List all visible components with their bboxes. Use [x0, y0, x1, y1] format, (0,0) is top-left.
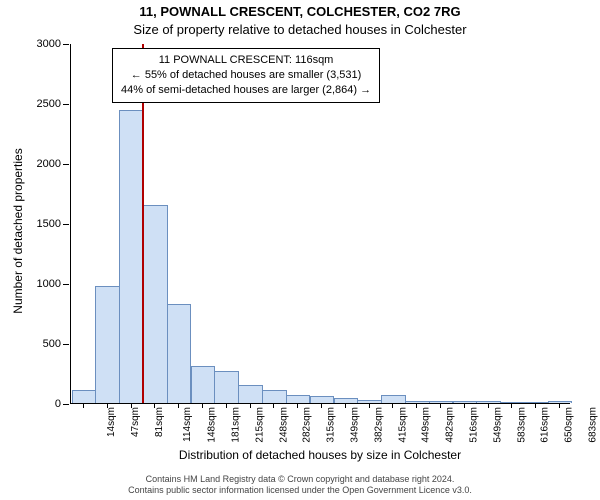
x-tick	[202, 403, 203, 408]
histogram-bar	[453, 401, 478, 403]
x-tick-label: 148sqm	[207, 407, 218, 443]
x-tick-label: 449sqm	[421, 407, 432, 443]
y-tick-label: 1500	[37, 218, 71, 230]
histogram-bar	[334, 398, 359, 403]
x-tick	[440, 403, 441, 408]
chart-plot: 05001000150020002500300014sqm47sqm81sqm1…	[70, 44, 570, 404]
y-axis-label: Number of detached properties	[11, 148, 25, 313]
x-tick	[392, 403, 393, 408]
x-tick	[226, 403, 227, 408]
x-tick	[345, 403, 346, 408]
x-tick	[559, 403, 560, 408]
y-axis-label-container: Number of detached properties	[18, 44, 32, 404]
y-tick-label: 1000	[37, 278, 71, 290]
histogram-bar	[310, 396, 335, 403]
histogram-bar	[143, 205, 168, 403]
x-tick	[107, 403, 108, 408]
x-tick-label: 248sqm	[278, 407, 289, 443]
x-tick	[250, 403, 251, 408]
x-tick	[511, 403, 512, 408]
x-tick	[154, 403, 155, 408]
x-tick-label: 683sqm	[588, 407, 599, 443]
histogram-bar	[262, 390, 287, 403]
histogram-bar	[381, 395, 406, 403]
x-tick	[464, 403, 465, 408]
x-tick	[83, 403, 84, 408]
x-tick	[535, 403, 536, 408]
annotation-line-1: 11 POWNALL CRESCENT: 116sqm	[121, 53, 371, 68]
x-tick	[178, 403, 179, 408]
histogram-bar	[191, 366, 216, 403]
annotation-box: 11 POWNALL CRESCENT: 116sqm ← 55% of det…	[112, 48, 380, 103]
annotation-line-3: 44% of semi-detached houses are larger (…	[121, 83, 371, 98]
histogram-bar	[72, 390, 97, 403]
histogram-bar	[214, 371, 239, 403]
y-tick-label: 2000	[37, 158, 71, 170]
footer-line-1: Contains HM Land Registry data © Crown c…	[0, 474, 600, 485]
x-tick-label: 282sqm	[302, 407, 313, 443]
x-tick-label: 315sqm	[326, 407, 337, 443]
footer-line-2: Contains public sector information licen…	[0, 485, 600, 496]
x-tick-label: 549sqm	[492, 407, 503, 443]
x-tick-label: 382sqm	[373, 407, 384, 443]
x-tick-label: 650sqm	[564, 407, 575, 443]
y-tick-label: 500	[43, 338, 71, 350]
histogram-bar	[95, 286, 120, 403]
x-axis-label: Distribution of detached houses by size …	[70, 448, 570, 462]
x-tick-label: 415sqm	[397, 407, 408, 443]
x-tick	[297, 403, 298, 408]
x-tick-label: 181sqm	[231, 407, 242, 443]
x-tick	[131, 403, 132, 408]
x-tick	[321, 403, 322, 408]
footer: Contains HM Land Registry data © Crown c…	[0, 474, 600, 497]
x-tick-label: 349sqm	[350, 407, 361, 443]
x-tick-label: 482sqm	[445, 407, 456, 443]
x-tick	[273, 403, 274, 408]
y-tick-label: 3000	[37, 38, 71, 50]
x-tick	[416, 403, 417, 408]
x-tick-label: 114sqm	[182, 407, 193, 442]
page-title: 11, POWNALL CRESCENT, COLCHESTER, CO2 7R…	[0, 4, 600, 19]
x-tick-label: 14sqm	[106, 407, 117, 437]
histogram-bar	[119, 110, 144, 403]
x-tick-label: 516sqm	[469, 407, 480, 443]
chart-subtitle: Size of property relative to detached ho…	[0, 22, 600, 37]
x-tick-label: 47sqm	[130, 407, 141, 437]
histogram-bar	[167, 304, 192, 403]
histogram-bar	[286, 395, 311, 403]
x-tick-label: 81sqm	[154, 407, 165, 437]
x-tick	[488, 403, 489, 408]
y-tick-label: 0	[55, 398, 71, 410]
x-tick-label: 583sqm	[516, 407, 527, 443]
annotation-line-2: ← 55% of detached houses are smaller (3,…	[121, 68, 371, 83]
y-tick-label: 2500	[37, 98, 71, 110]
histogram-bar	[238, 385, 263, 403]
x-tick-label: 215sqm	[254, 407, 265, 443]
x-tick	[369, 403, 370, 408]
x-tick-label: 616sqm	[540, 407, 551, 443]
